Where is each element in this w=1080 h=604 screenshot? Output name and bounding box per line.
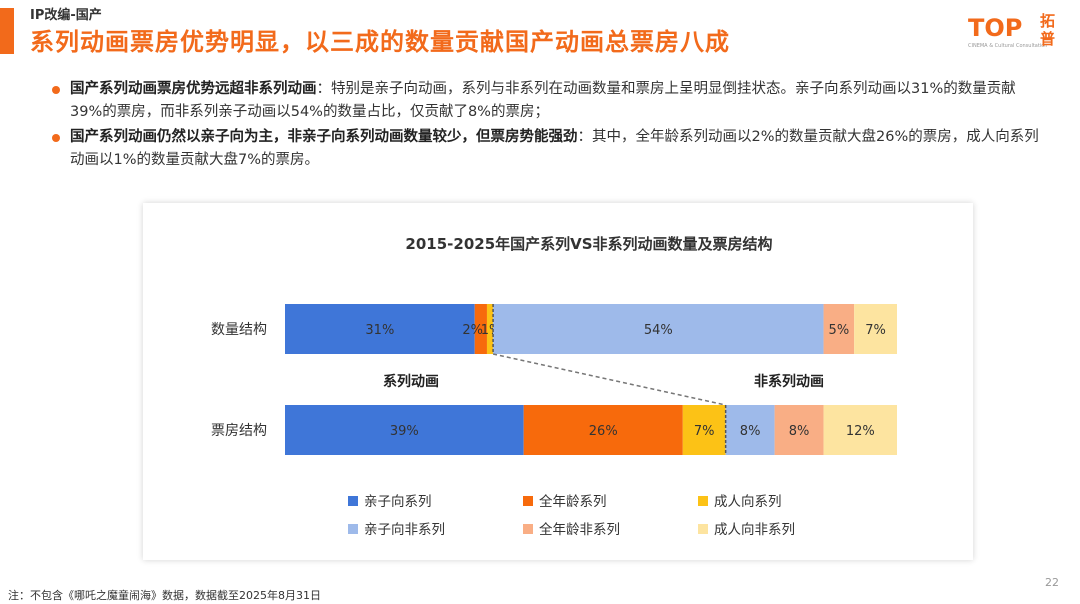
legend-swatch [348,524,358,534]
legend-label: 亲子向系列 [364,494,432,510]
data-label: 54% [644,323,673,338]
legend-label: 成人向系列 [714,494,782,510]
data-label: 8% [789,424,810,439]
bullet-list: 国产系列动画票房优势远超非系列动画：特别是亲子向动画，系列与非系列在动画数量和票… [50,78,1040,174]
data-label: 39% [390,424,419,439]
bar-segment [682,405,726,455]
legend-swatch [698,496,708,506]
bullet-dot-icon [52,134,60,142]
bar-segment [486,304,494,354]
category-label: 票房结构 [211,423,267,439]
bullet-heading: 国产系列动画票房优势远超非系列动画 [70,81,317,97]
footnote: 注：不包含《哪吒之魔童闹海》数据，数据截至2025年8月31日 [8,589,321,602]
bullet-item: 国产系列动画仍然以亲子向为主，非亲子向系列动画数量较少，但票房势能强劲：其中，全… [50,126,1040,172]
stacked-bar-chart: 2015-2025年国产系列VS非系列动画数量及票房结构 数量结构 31% 2%1%… [211,235,897,538]
bullet-text: ：其中，全年龄系列动画以2%的数量贡献大盘26%的票房，成人向系列动画以1%的数… [70,129,1039,168]
title-accent-bar [0,8,14,54]
data-label: 31% [365,323,394,338]
legend-swatch [698,524,708,534]
connector-line [492,353,726,406]
page-number: 22 [1045,576,1059,589]
brand-logo: TOP CINEMA & Cultural Consultation 拓普 [968,12,1068,52]
data-label: 12% [846,424,875,439]
bar-segment [774,405,824,455]
logo-subtitle: CINEMA & Cultural Consultation [968,43,1048,49]
data-label: 8% [740,424,761,439]
data-label: 5% [829,323,850,338]
group-label-non-series: 非系列动画 [754,373,824,390]
bar-segment [725,405,775,455]
legend-swatch [523,496,533,506]
legend-label: 成人向非系列 [714,522,795,538]
legend-label: 全年龄系列 [539,493,607,510]
legend-label: 全年龄非系列 [539,521,620,538]
bullet-dot-icon [52,86,60,94]
data-label: 7% [865,323,886,338]
data-label: 7% [694,424,715,439]
data-label: 2% [462,323,483,338]
bar-segment [823,304,855,354]
bullet-heading: 国产系列动画仍然以亲子向为主，非亲子向系列动画数量较少，但票房势能强劲 [70,129,578,145]
legend-swatch [348,496,358,506]
logo-chinese: 拓普 [1040,12,1056,48]
chart-panel: 2015-2025年国产系列VS非系列动画数量及票房结构 数量结构 31% 2% 1%… [143,203,973,560]
bar-segment [493,304,824,354]
bullet-text: ：特别是亲子向动画，系列与非系列在动画数量和票房上呈明显倒挂状态。亲子向系列动画… [70,81,1016,120]
bar-segment [854,304,897,354]
data-label: 26% [589,424,618,439]
category-label: 数量结构 [211,322,267,338]
group-label-series: 系列动画 [383,373,439,390]
bar-segment [823,405,897,455]
breadcrumb: IP改编-国产 [30,8,102,23]
bar-segment [285,304,475,354]
logo-text: TOP [968,14,1023,42]
bar-segment [474,304,487,354]
bar-segment [285,405,524,455]
legend-label: 亲子向非系列 [364,522,445,538]
chart-title: 2015-2025年国产系列VS非系列动画数量及票房结构 [405,235,772,253]
page-title: 系列动画票房优势明显，以三成的数量贡献国产动画总票房八成 [30,28,730,56]
bar-segment [523,405,683,455]
legend-swatch [523,524,533,534]
bullet-item: 国产系列动画票房优势远超非系列动画：特别是亲子向动画，系列与非系列在动画数量和票… [50,78,1040,124]
